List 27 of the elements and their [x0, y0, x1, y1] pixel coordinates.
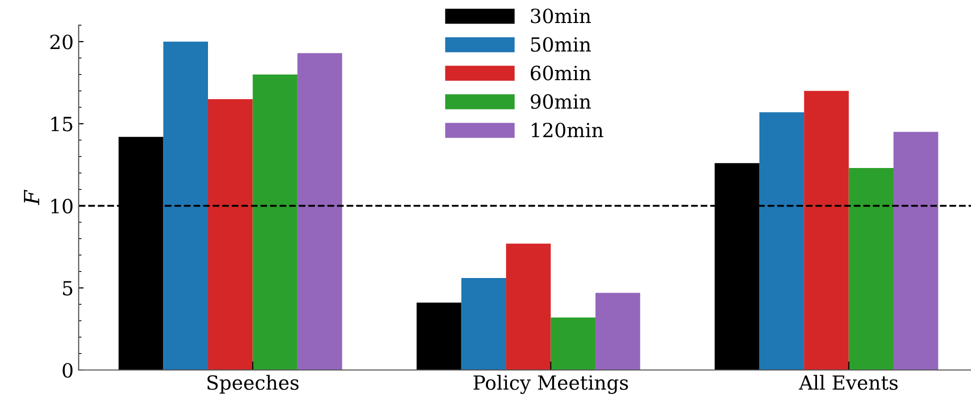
bar — [506, 244, 551, 370]
x-tick-label: Speeches — [208, 374, 299, 394]
legend-label: 30min — [530, 8, 591, 24]
bar — [461, 278, 506, 370]
bar — [416, 302, 462, 370]
y-tick-label: 15 — [51, 116, 72, 132]
bar — [804, 90, 849, 370]
y-tick-label: 20 — [50, 34, 72, 50]
y-tick-label: 0 — [62, 362, 72, 378]
bar — [894, 132, 938, 370]
x-tick-label: All Events — [798, 374, 898, 390]
bar — [848, 168, 894, 370]
y-tick-label: 10 — [51, 198, 72, 214]
x-tick-label: Policy Meetings — [474, 374, 628, 394]
y-axis-title: F — [24, 190, 40, 206]
bar — [595, 292, 640, 370]
y-tick-label: 5 — [63, 281, 72, 296]
legend-label: 50min — [531, 37, 591, 52]
bar — [550, 317, 596, 370]
legend-label: 120min — [532, 122, 604, 138]
bar — [163, 42, 208, 370]
legend-label: 60min — [530, 66, 591, 80]
bar — [252, 74, 298, 370]
bar — [759, 112, 804, 370]
legend-label: 90min — [530, 94, 591, 109]
bar — [208, 99, 253, 370]
bar — [297, 53, 342, 370]
